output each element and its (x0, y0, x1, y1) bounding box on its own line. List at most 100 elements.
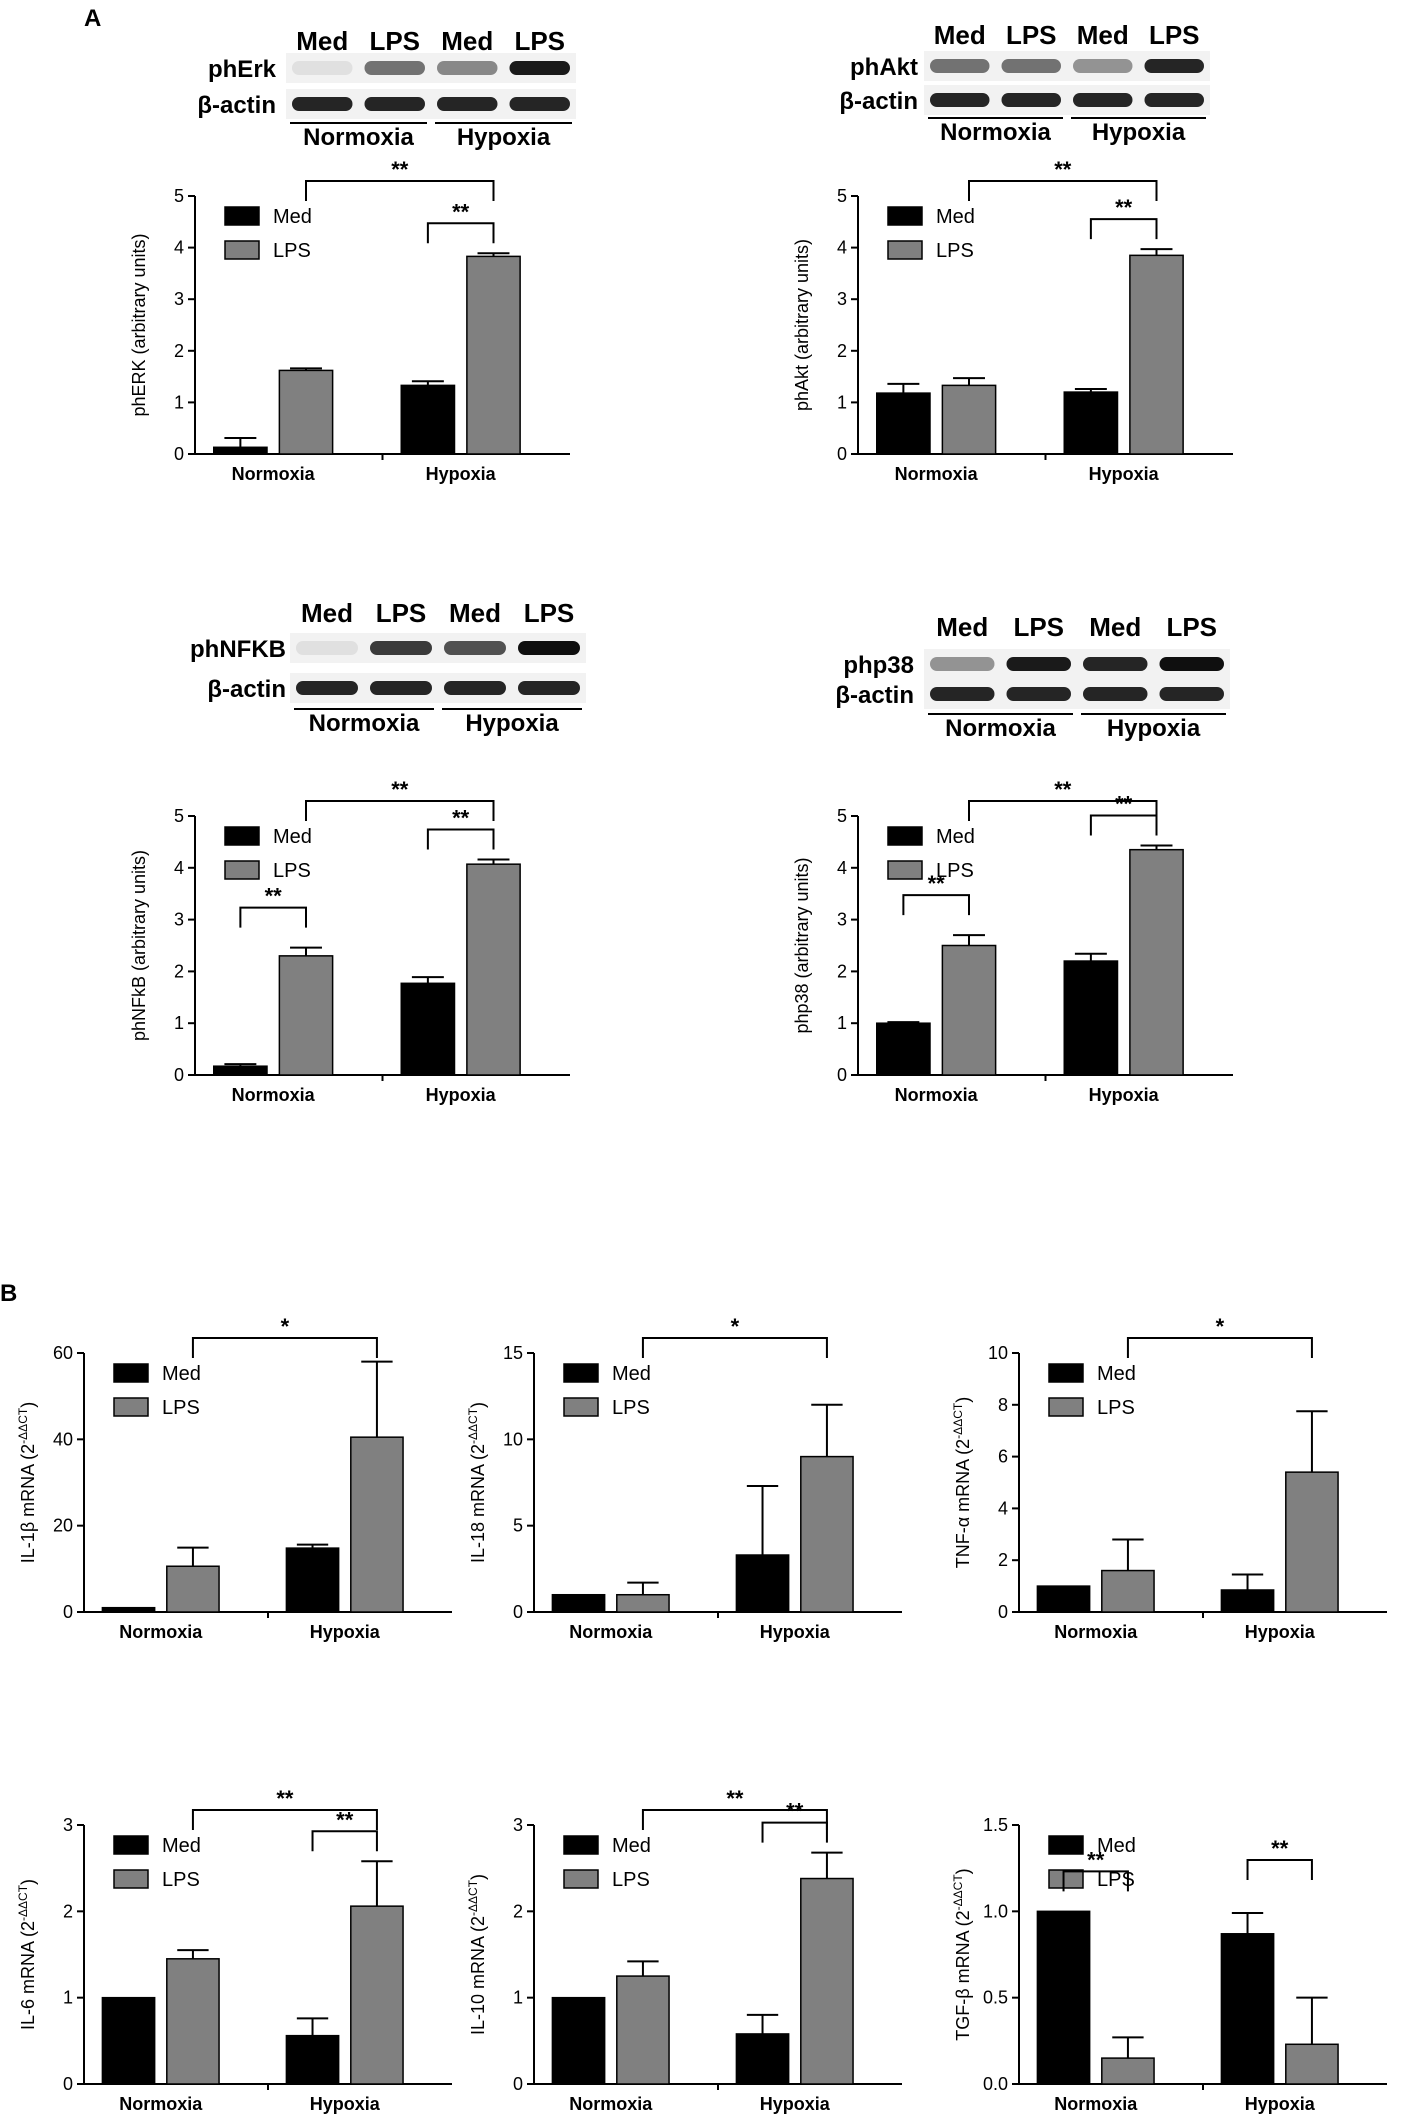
blot-band (364, 97, 425, 111)
y-tick-label: 2 (174, 961, 184, 981)
y-tick-label: 0 (174, 1065, 184, 1085)
bar-med (1036, 1910, 1091, 2085)
significance-bracket (968, 800, 1158, 821)
y-tick-label: 20 (53, 1516, 73, 1536)
legend-label: LPS (612, 1869, 650, 1891)
y-axis-label-text: IL-18 mRNA (2 (468, 1444, 488, 1563)
y-tick-label: 2 (837, 961, 847, 981)
chart: 0 5 10 15 Normoxia Hypoxia IL-18 mRNA (2-ΔΔCT)… (466, 1314, 902, 1642)
legend-swatch (224, 240, 260, 260)
blot-lane-label: LPS (514, 26, 565, 56)
y-axis-label-superscript: -ΔΔCT (16, 1884, 30, 1921)
significance-bracket (239, 906, 307, 928)
significance-bracket (191, 1809, 378, 1830)
legend-label: Med (162, 1363, 201, 1385)
significance-label: ** (786, 1799, 804, 1824)
significance-label: ** (928, 871, 946, 896)
x-category-label: Normoxia (569, 2094, 653, 2114)
y-axis-label-superscript: -ΔΔCT (16, 1407, 30, 1444)
bar-lps (1101, 1569, 1155, 1613)
significance-bracket (426, 828, 495, 850)
y-tick-label: 5 (837, 806, 847, 826)
bar-med (551, 1593, 606, 1613)
significance-label: ** (336, 1807, 354, 1832)
y-tick-label: 3 (837, 910, 847, 930)
y-tick-label: 1.5 (983, 1815, 1008, 1835)
significance-bracket (191, 1337, 378, 1358)
bar-med (1036, 1585, 1091, 1613)
y-axis-label: IL-10 mRNA (2-ΔΔCT) (466, 1874, 488, 2035)
bar-med (213, 446, 268, 455)
x-category-label: Hypoxia (310, 1622, 381, 1642)
blot-group-label: Hypoxia (457, 124, 551, 151)
y-axis-label-text: phNFkB (arbitrary units) (129, 850, 149, 1041)
blot-lane-label: Med (936, 612, 988, 642)
legend-swatch (113, 1835, 149, 1855)
y-tick-label: 0 (174, 444, 184, 464)
blot-band (1083, 687, 1148, 701)
legend-label: Med (936, 206, 975, 228)
blot-band (1159, 657, 1224, 671)
bar-lps (166, 1958, 220, 2085)
x-category-label: Normoxia (569, 1622, 653, 1642)
significance-bracket (305, 180, 495, 201)
x-category-label: Normoxia (1054, 2094, 1138, 2114)
y-axis-label-superscript: -ΔΔCT (466, 1879, 480, 1916)
blot-lane-label: Med (934, 20, 986, 50)
y-tick-label: 3 (513, 1815, 523, 1835)
y-tick-label: 2 (513, 1901, 523, 1921)
blot-panel: Med LPS Med LPS phErk β-actin Normoxia Hypoxia (197, 26, 576, 151)
bar-lps (800, 1455, 854, 1613)
blot-band (1073, 59, 1133, 73)
legend-swatch (563, 1869, 599, 1889)
blot-lane-label: Med (449, 598, 501, 628)
x-category-label: Hypoxia (1245, 1622, 1316, 1642)
significance-label: ** (726, 1786, 744, 1811)
y-axis-label-superscript: -ΔΔCT (951, 1874, 965, 1911)
bar-med (101, 1996, 156, 2085)
legend-label: Med (612, 1835, 651, 1857)
y-axis-label: TNF-α mRNA (2-ΔΔCT) (951, 1397, 973, 1568)
y-axis-label-text: IL-6 mRNA (2 (18, 1921, 38, 2030)
y-tick-label: 4 (837, 238, 847, 258)
bar-lps (616, 1593, 670, 1613)
significance-bracket (305, 800, 495, 821)
y-tick-label: 2 (63, 1901, 73, 1921)
bar-lps (278, 369, 334, 455)
y-tick-label: 0 (998, 1602, 1008, 1622)
y-tick-label: 0 (837, 444, 847, 464)
bar-med (1220, 1589, 1275, 1613)
legend-label: LPS (162, 1397, 200, 1419)
legend-label: LPS (162, 1869, 200, 1891)
legend-label: Med (936, 826, 975, 848)
y-axis-label: phAkt (arbitrary units) (792, 239, 812, 411)
legend-swatch (224, 206, 260, 226)
blot-row-label: php38 (843, 652, 914, 679)
y-axis-label-end: ) (953, 1868, 973, 1874)
significance-bracket (1126, 1337, 1313, 1358)
y-tick-label: 1 (174, 1013, 184, 1033)
legend-label: Med (612, 1363, 651, 1385)
blot-band (1001, 93, 1061, 107)
y-tick-label: 60 (53, 1343, 73, 1363)
y-tick-label: 0 (513, 2074, 523, 2094)
legend-label: LPS (936, 860, 974, 882)
y-axis-label: php38 (arbitrary units) (792, 857, 812, 1033)
y-axis-label: IL-6 mRNA (2-ΔΔCT) (16, 1879, 38, 2030)
bar-lps (350, 1905, 404, 2085)
blot-row-label: phNFKB (190, 636, 286, 663)
bar-lps (941, 944, 997, 1076)
significance-label: ** (391, 157, 409, 182)
y-tick-label: 0.0 (983, 2074, 1008, 2094)
blot-band (1159, 687, 1224, 701)
y-tick-label: 3 (174, 910, 184, 930)
legend-label: Med (273, 826, 312, 848)
x-category-label: Hypoxia (760, 1622, 831, 1642)
legend-swatch (887, 206, 923, 226)
y-tick-label: 0 (513, 1602, 523, 1622)
x-category-label: Hypoxia (1089, 464, 1160, 484)
y-axis-label-superscript: -ΔΔCT (466, 1407, 480, 1444)
panel-label-a: A (84, 5, 101, 32)
legend-label: Med (1097, 1363, 1136, 1385)
significance-label: ** (452, 806, 470, 831)
